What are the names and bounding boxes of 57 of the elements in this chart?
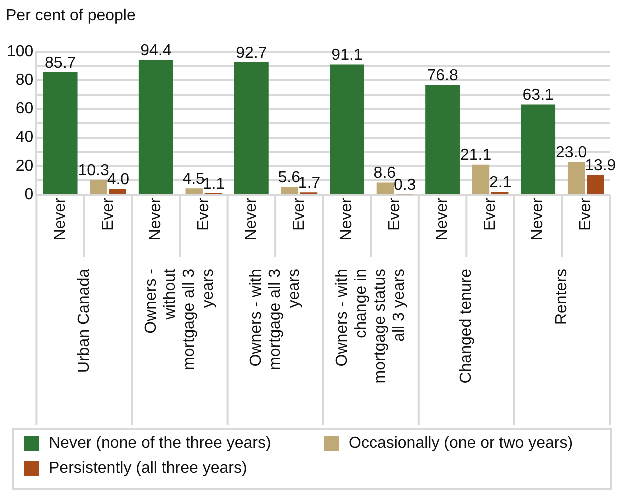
legend-label: Never (none of the three years) — [49, 434, 272, 453]
bar — [568, 162, 586, 194]
y-tick-label: 100 — [6, 43, 34, 60]
bar — [186, 188, 203, 194]
x-tick-label: Ever — [386, 197, 404, 231]
x-tick-label: Never — [52, 197, 69, 241]
data-label: 63.1 — [522, 87, 554, 104]
bar — [330, 64, 364, 194]
bar — [472, 164, 490, 194]
bar — [138, 60, 174, 194]
y-tick-label: 20 — [16, 158, 34, 175]
bar — [376, 182, 394, 194]
x-tick-label: Ever — [195, 197, 212, 231]
bar — [43, 72, 78, 194]
bar — [521, 104, 556, 194]
data-label: 4.5 — [182, 170, 206, 188]
x-tick-label: Never — [434, 197, 452, 241]
data-label: 5.6 — [278, 169, 301, 186]
data-label: 0.3 — [394, 176, 416, 194]
data-label: 1.1 — [202, 176, 226, 193]
x-tick-label: Ever — [482, 197, 499, 231]
legend-label: Persistently (all three years) — [49, 459, 248, 478]
data-label: 91.1 — [332, 47, 363, 64]
bar — [109, 189, 127, 194]
y-tick-label: 0 — [24, 186, 34, 204]
x-tick-label: Never — [243, 197, 260, 241]
y-tick-label: 40 — [16, 129, 34, 146]
text: Owners - with mortgage all 3 years — [248, 268, 303, 370]
y-axis-title: Per cent of people — [6, 7, 136, 24]
x-tick-label: Ever — [290, 197, 308, 231]
bar — [90, 180, 108, 194]
data-label: 23.0 — [556, 144, 588, 162]
text: Owners - without mortgage all 3 years — [142, 268, 217, 370]
x-tick-label: Ever — [100, 197, 117, 231]
data-label: 94.4 — [140, 42, 172, 60]
bar — [426, 85, 460, 194]
data-label: 85.7 — [45, 54, 76, 72]
x-tick-label: Ever — [578, 197, 595, 231]
y-tick-label: 80 — [16, 72, 34, 90]
x-tick-label: Never — [148, 197, 165, 241]
text: Urban Canada — [76, 268, 93, 374]
data-label: 21.1 — [460, 147, 492, 164]
data-label: 76.8 — [427, 68, 458, 85]
data-label: 13.9 — [585, 158, 616, 175]
text: Changed tenure — [458, 268, 476, 384]
bar — [281, 186, 299, 194]
data-label: 2.1 — [490, 174, 512, 192]
data-label: 1.7 — [298, 174, 321, 192]
data-label: 10.3 — [78, 162, 110, 180]
x-tick-label: Never — [530, 197, 547, 241]
bar — [234, 62, 269, 194]
data-label: 92.7 — [236, 44, 268, 62]
x-tick-label: Never — [338, 197, 356, 241]
legend-label: Occasionally (one or two years) — [349, 434, 574, 453]
bar — [587, 175, 604, 194]
text: Renters — [554, 269, 571, 326]
y-tick-label: 60 — [16, 100, 34, 118]
